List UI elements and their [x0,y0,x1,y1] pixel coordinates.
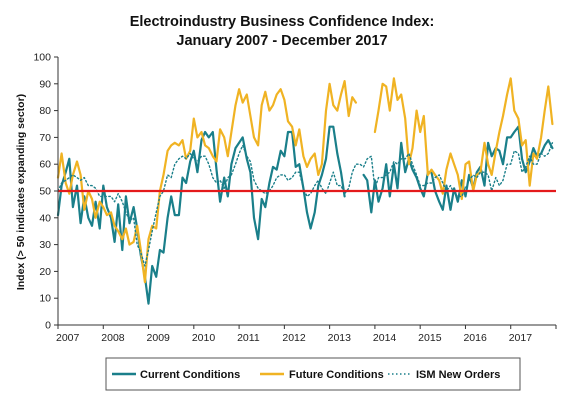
series-line-future-conditions-3 [373,77,554,201]
x-tick-label: 2016 [463,332,487,344]
y-tick-label: 100 [33,52,51,64]
series-line-current-conditions-1 [362,125,554,214]
x-tick-label: 2008 [101,332,125,344]
x-tick-label: 2009 [147,332,171,344]
x-tick-label: 2011 [237,332,260,344]
y-tick-label: 80 [39,105,51,117]
x-tick-label: 2014 [373,332,397,344]
legend-label-ism-new-orders: ISM New Orders [416,369,500,381]
x-tick-label: 2017 [509,332,533,344]
chart-subtitle: January 2007 - December 2017 [176,33,387,49]
legend-label-future-conditions: Future Conditions [289,369,384,381]
y-tick-label: 40 [39,212,51,224]
x-tick-label: 2010 [192,332,216,344]
series-line-ism-new-orders-4 [57,142,554,267]
y-tick-label: 70 [39,132,51,144]
y-tick-label: 0 [45,320,51,332]
y-tick-label: 60 [39,159,51,171]
y-tick-label: 10 [39,293,51,305]
chart-title: Electroindustry Business Confidence Inde… [130,14,435,30]
y-tick-label: 90 [39,78,51,90]
y-tick-label: 50 [39,186,51,198]
x-tick-label: 2012 [282,332,306,344]
series-line-current-conditions-0 [56,125,346,305]
x-tick-label: 2013 [328,332,352,344]
series-layer [56,77,556,305]
series-line-future-conditions-2 [56,80,357,284]
x-tick-label: 2007 [56,332,80,344]
axes-layer: 0 10 20 30 40 50 60 70 80 90 100 2007 2008 2009 2010 20… [33,52,557,344]
x-tick-label: 2015 [418,332,442,344]
y-tick-label: 20 [39,266,51,278]
legend-label-current-conditions: Current Conditions [140,369,240,381]
legend-box [105,357,521,391]
legend: Current Conditions Future Conditions ISM N… [112,369,500,381]
y-tick-label: 30 [39,239,51,251]
y-axis-label: Index (> 50 indicates expanding sector) [15,94,27,290]
